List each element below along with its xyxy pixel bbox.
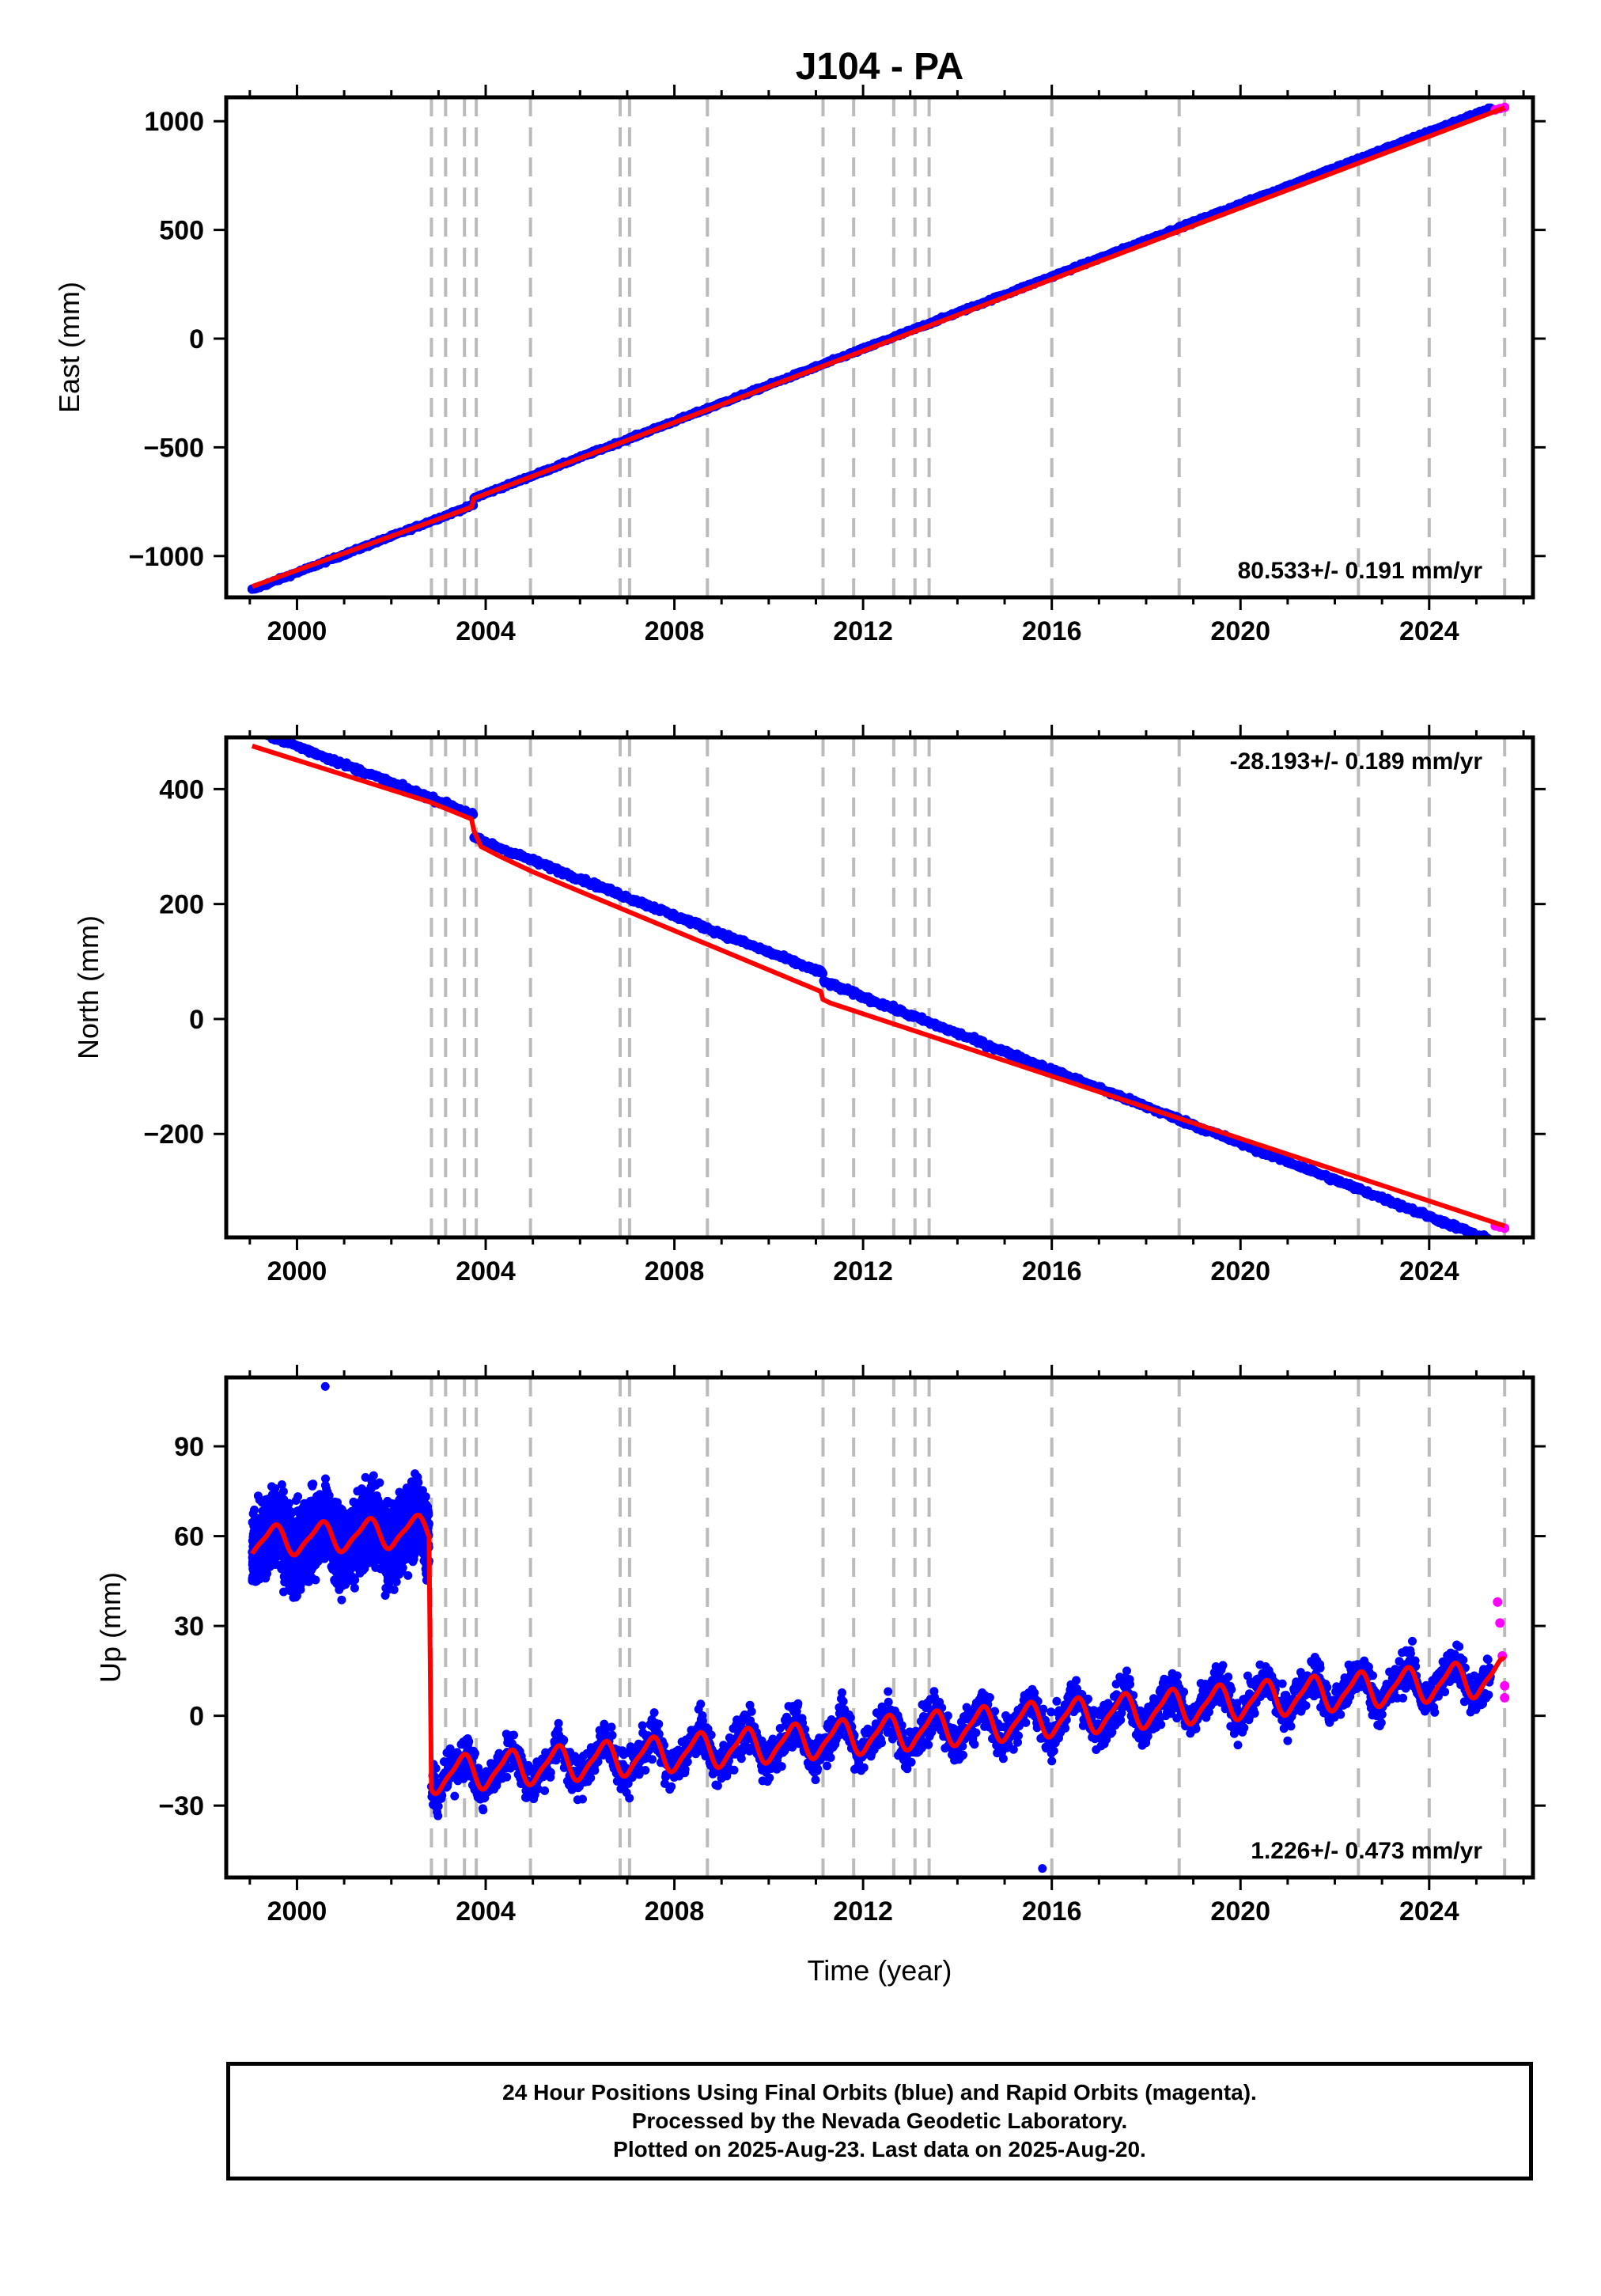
x-tick-label: 2020 xyxy=(1210,1256,1270,1286)
model-fit-line xyxy=(250,1513,1506,1797)
plot-frame xyxy=(224,95,1535,600)
y-axis-label: North (mm) xyxy=(72,915,104,1059)
y-tick-label: 60 xyxy=(174,1522,204,1552)
chart-title: J104 - PA xyxy=(796,46,964,88)
x-tick-label: 2024 xyxy=(1399,1896,1459,1927)
x-tick-label: 2004 xyxy=(456,616,516,646)
x-tick-label: 2008 xyxy=(645,1896,705,1927)
plot-area xyxy=(248,1377,1510,1877)
y-tick-label: 500 xyxy=(159,216,204,246)
panel-1: 2000 2004 2008 2012 2016 2020 2024 −1000 −500 0 50… xyxy=(53,85,1546,646)
y-tick-label: 0 xyxy=(189,324,204,354)
rapid-orbit-point xyxy=(1500,1692,1510,1703)
x-tick-label: 2000 xyxy=(267,1896,327,1927)
model-fit-line xyxy=(251,744,1506,1229)
y-tick-label: −500 xyxy=(143,433,204,463)
x-tick-label: 2000 xyxy=(267,616,327,646)
x-tick-label: 2024 xyxy=(1399,616,1459,646)
panel-3: 2000 2004 2008 2012 2016 2020 2024 −30 0 30 60 90 Up… xyxy=(94,1365,1546,1987)
y-axis-label: East (mm) xyxy=(53,282,85,413)
x-tick-label: 2016 xyxy=(1022,1896,1082,1927)
y-tick-label: 0 xyxy=(189,1005,204,1035)
x-tick-label: 2012 xyxy=(833,1256,893,1286)
x-tick-label: 2016 xyxy=(1022,1256,1082,1286)
y-tick-label: 400 xyxy=(159,775,204,805)
footer-line-3: Plotted on 2025-Aug-23. Last data on 202… xyxy=(613,2137,1146,2161)
rapid-orbit-point xyxy=(1493,1597,1503,1607)
x-tick-label: 2004 xyxy=(456,1256,516,1286)
y-tick-label: −1000 xyxy=(129,542,205,572)
footer-notes: 24 Hour Positions Using Final Orbits (bl… xyxy=(226,2062,1533,2180)
final-orbit-points xyxy=(258,737,1493,1237)
y-axis-label: Up (mm) xyxy=(94,1572,127,1683)
x-tick-label: 2020 xyxy=(1210,1896,1270,1927)
y-tick-label: −200 xyxy=(143,1120,204,1150)
y-tick-label: 90 xyxy=(174,1432,204,1462)
velocity-rate-label: -28.193+/- 0.189 mm/yr xyxy=(1230,748,1483,775)
y-tick-label: 30 xyxy=(174,1612,204,1642)
plot-frame xyxy=(224,1375,1535,1880)
velocity-rate-label: 1.226+/- 0.473 mm/yr xyxy=(1251,1838,1482,1864)
y-tick-label: 1000 xyxy=(144,107,204,137)
x-tick-label: 2008 xyxy=(645,616,705,646)
x-tick-label: 2008 xyxy=(645,1256,705,1286)
footer-line-2: Processed by the Nevada Geodetic Laborat… xyxy=(631,2108,1128,2133)
x-axis-label: Time (year) xyxy=(808,1954,952,1987)
x-tick-label: 2000 xyxy=(267,1256,327,1286)
y-tick-label: 0 xyxy=(189,1702,204,1732)
model-fit-line xyxy=(251,105,1506,589)
footer-line-1: 24 Hour Positions Using Final Orbits (bl… xyxy=(502,2080,1257,2105)
x-tick-label: 2020 xyxy=(1210,616,1270,646)
velocity-rate-label: 80.533+/- 0.191 mm/yr xyxy=(1238,558,1483,584)
x-tick-label: 2016 xyxy=(1022,616,1082,646)
panel-2: 2000 2004 2008 2012 2016 2020 2024 −200 0 200 400 N… xyxy=(72,725,1546,1286)
y-tick-label: 200 xyxy=(159,890,204,920)
plot-area xyxy=(247,97,1510,597)
final-orbit-points xyxy=(248,1381,1495,1874)
x-tick-label: 2012 xyxy=(833,1896,893,1927)
x-tick-label: 2004 xyxy=(456,1896,516,1927)
x-tick-label: 2012 xyxy=(833,616,893,646)
plot-area xyxy=(251,737,1510,1237)
rapid-orbit-point xyxy=(1500,1680,1510,1691)
x-tick-label: 2024 xyxy=(1399,1256,1459,1286)
y-tick-label: −30 xyxy=(158,1791,204,1821)
rapid-orbit-point xyxy=(1495,1618,1505,1628)
plot-frame xyxy=(224,735,1535,1240)
